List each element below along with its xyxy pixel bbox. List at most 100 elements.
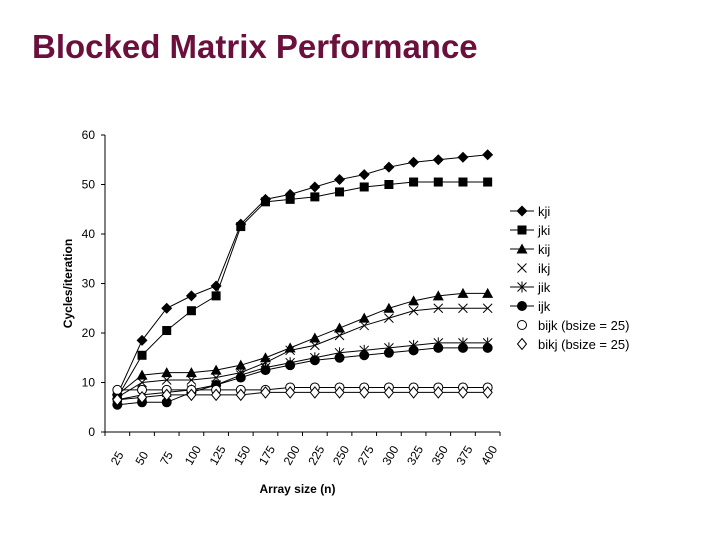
point-kji [309,181,321,193]
point-kji [432,154,444,166]
x-tick-label: 150 [231,443,253,468]
point-kij [334,322,346,333]
point-bikj [334,386,345,399]
x-tick-label: 375 [453,443,475,468]
point-kij [482,287,494,298]
point-ikj [211,372,221,383]
point-bikj [359,386,370,399]
legend-marker-jki [517,225,527,235]
point-ijk [482,342,493,353]
series-line-bikj [117,391,488,401]
series-line-bijk [117,386,488,391]
legend-label-kji: kji [538,204,550,219]
legend-label-kij: kij [538,242,550,257]
legend-label-jik: jik [537,280,551,295]
x-tick-label: 50 [133,449,152,468]
point-kji [185,290,197,302]
legend-marker-bikj [516,337,528,351]
series-line-ijk [117,347,488,406]
y-tick-label: 60 [82,128,96,142]
x-tick-label: 350 [429,443,451,468]
point-jki [483,177,493,187]
y-tick-label: 50 [82,178,96,192]
x-tick-label: 250 [330,443,352,468]
point-ikj [433,303,444,314]
point-ikj [309,340,320,351]
point-ijk [235,372,246,383]
x-tick-label: 400 [478,443,500,468]
series-line-ikj [117,307,488,398]
point-ikj [359,320,370,331]
point-ikj [482,303,493,314]
point-jki [458,177,468,187]
point-kij [161,367,173,378]
legend-marker-ijk [517,301,527,311]
x-tick-label: 300 [379,443,401,468]
point-kji [334,174,346,186]
point-ijk [285,360,296,371]
x-tick-label: 25 [108,449,127,468]
legend-marker-kij [516,243,528,254]
y-tick-label: 20 [82,326,96,340]
point-bikj [136,391,148,404]
point-kji [457,151,469,163]
y-tick-label: 0 [88,425,95,439]
point-kji [408,156,420,168]
point-ikj [285,345,296,356]
legend-marker-bijk [517,320,527,330]
point-ikj [408,305,419,316]
point-kij [432,290,444,301]
point-kji [383,161,395,173]
point-bikj [482,386,493,399]
point-kij [210,364,222,375]
x-tick-label: 75 [157,449,176,468]
point-bikj [285,386,296,399]
slide-title: Blocked Matrix Performance [32,28,478,65]
point-kij [136,369,148,380]
point-ijk [359,350,370,361]
point-bikj [383,386,395,399]
point-ikj [186,375,197,385]
point-bikj [186,388,197,402]
series-line-kji [116,154,488,396]
series-line-jik [117,342,488,401]
point-ijk [383,347,394,358]
legend-label-ikj: ikj [538,261,550,276]
point-jki [310,192,320,202]
point-kij [383,302,395,313]
point-jki [236,222,246,232]
point-ijk [457,342,468,353]
x-tick-label: 200 [281,443,303,468]
legend-label-jki: jki [537,223,550,238]
point-jki [409,177,419,187]
x-tick-label: 225 [305,443,327,468]
point-jki [359,182,369,192]
point-jki [186,306,196,316]
point-kij [457,287,469,298]
point-kij [235,359,247,370]
point-bikj [457,386,469,399]
point-jki [260,197,270,207]
series-line-kij [117,292,488,396]
legend-marker-jik [517,281,527,293]
point-ijk [433,342,444,353]
point-ikj [384,313,394,324]
point-bikj [260,386,271,399]
legend-label-bijk: bijk (bsize = 25) [538,318,629,333]
legend-label-bikj: bikj (bsize = 25) [538,337,629,352]
series-line-jki [116,181,488,398]
point-jki [137,350,147,360]
point-kij [358,312,370,323]
point-ijk [408,345,419,356]
point-bikj [235,388,246,402]
point-jki [335,187,345,197]
x-tick-label: 175 [256,443,278,468]
point-kji [136,334,148,346]
y-tick-label: 40 [82,227,96,241]
point-jki [211,291,221,301]
x-tick-label: 100 [182,443,204,468]
point-kji [358,169,370,181]
point-ijk [309,355,320,366]
point-kij [185,367,197,378]
